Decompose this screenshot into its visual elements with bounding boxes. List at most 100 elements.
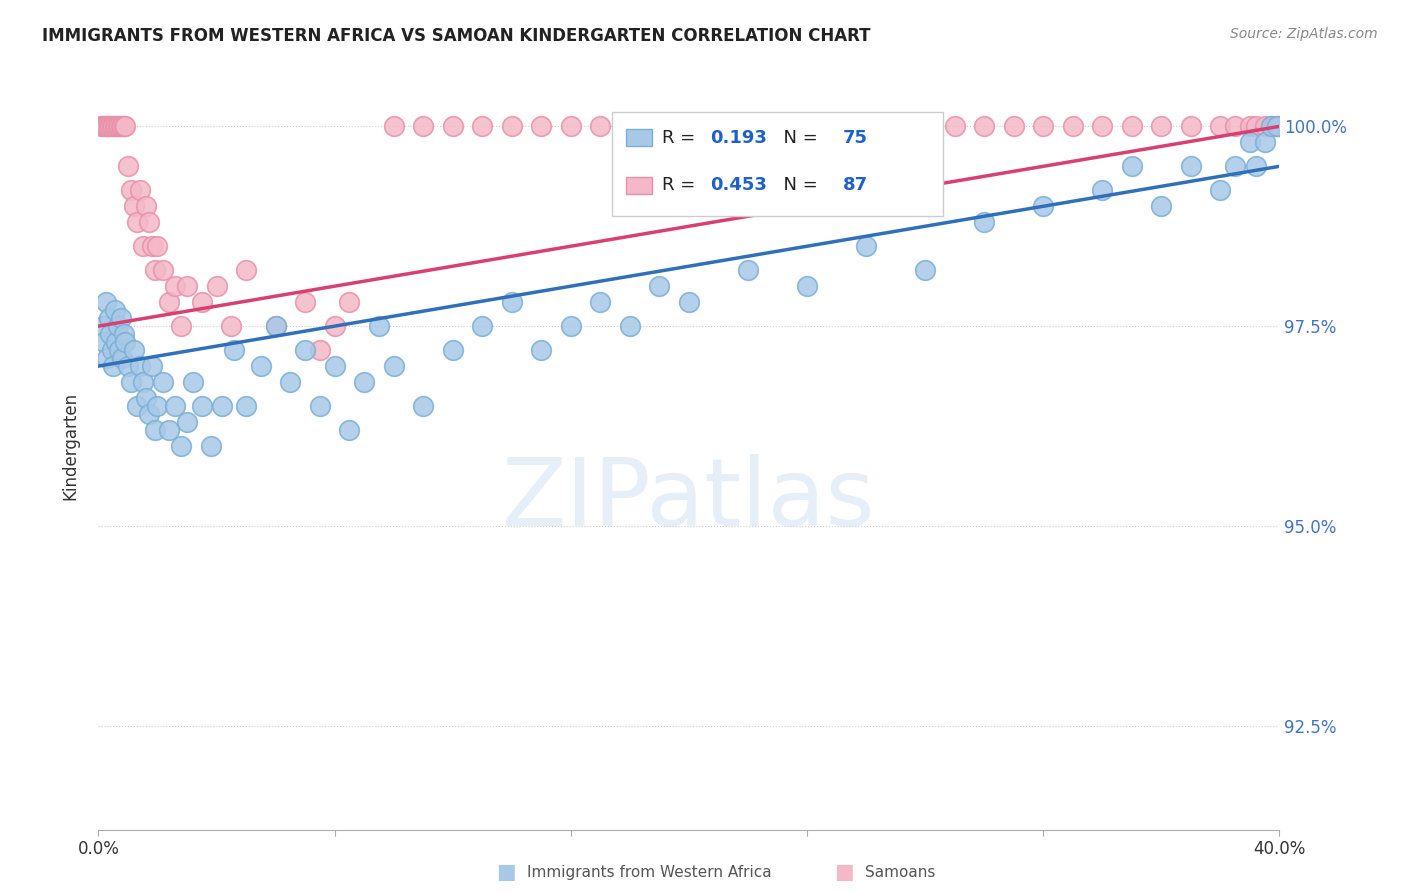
Point <box>471 319 494 334</box>
Point <box>294 343 316 357</box>
Point <box>96 351 118 365</box>
Point <box>170 439 193 453</box>
Point <box>105 120 128 134</box>
Point <box>1180 120 1202 134</box>
Point <box>412 120 434 134</box>
Point <box>94 295 117 310</box>
Point <box>117 359 139 373</box>
Point <box>1295 120 1317 134</box>
Point <box>125 399 148 413</box>
Point <box>250 359 273 373</box>
Point <box>1091 183 1114 197</box>
FancyBboxPatch shape <box>626 129 652 146</box>
Point <box>112 327 135 342</box>
Point <box>530 120 553 134</box>
Point <box>973 215 995 229</box>
Point <box>1225 159 1247 173</box>
Text: Immigrants from Western Africa: Immigrants from Western Africa <box>527 865 772 880</box>
Point <box>1180 159 1202 173</box>
Point <box>1062 120 1084 134</box>
Point <box>104 303 127 318</box>
Point <box>221 319 243 334</box>
Point <box>323 319 346 334</box>
Point <box>1271 120 1294 134</box>
Point <box>1239 136 1261 150</box>
Text: N =: N = <box>772 128 823 146</box>
Point <box>200 439 222 453</box>
Point <box>1032 199 1054 213</box>
Point <box>825 120 848 134</box>
Point <box>1032 120 1054 134</box>
Point <box>122 343 145 357</box>
Point <box>648 279 671 293</box>
Point <box>152 263 174 277</box>
Point <box>1260 120 1282 134</box>
Point <box>382 120 405 134</box>
Point <box>120 183 142 197</box>
Point <box>93 335 115 350</box>
Point <box>157 423 180 437</box>
Point <box>1121 120 1143 134</box>
Text: 87: 87 <box>842 177 868 194</box>
Point <box>98 327 121 342</box>
Point <box>589 120 612 134</box>
Point <box>501 295 523 310</box>
Point <box>122 199 145 213</box>
Point <box>128 183 150 197</box>
Point <box>1254 120 1277 134</box>
Point <box>309 399 332 413</box>
Point <box>135 199 157 213</box>
Point <box>441 120 464 134</box>
Point <box>441 343 464 357</box>
Point <box>678 295 700 310</box>
Point <box>914 120 936 134</box>
Point <box>132 239 155 253</box>
Point <box>471 120 494 134</box>
Text: R =: R = <box>662 128 700 146</box>
Point <box>205 279 228 293</box>
Point <box>110 120 132 134</box>
Point <box>96 120 118 134</box>
Point <box>176 415 198 429</box>
Text: 0.453: 0.453 <box>710 177 768 194</box>
Point <box>678 120 700 134</box>
Point <box>97 120 120 134</box>
Point <box>619 319 641 334</box>
Point <box>1209 120 1232 134</box>
Point <box>855 239 877 253</box>
Point <box>97 311 120 326</box>
Point <box>224 343 246 357</box>
Text: ■: ■ <box>834 863 853 882</box>
Point <box>90 120 112 134</box>
Point <box>1277 120 1299 134</box>
Point <box>1279 120 1302 134</box>
Point <box>135 391 157 405</box>
Point <box>1260 120 1282 134</box>
Text: ZIPatlas: ZIPatlas <box>502 454 876 546</box>
Point <box>107 319 129 334</box>
Point <box>165 399 187 413</box>
Point <box>382 359 405 373</box>
Point <box>914 263 936 277</box>
Point <box>98 120 121 134</box>
Y-axis label: Kindergarten: Kindergarten <box>62 392 80 500</box>
Point <box>191 295 214 310</box>
Point <box>120 375 142 389</box>
Point <box>143 423 166 437</box>
Text: ■: ■ <box>496 863 516 882</box>
Point <box>280 375 302 389</box>
Point <box>1289 120 1312 134</box>
Point <box>501 120 523 134</box>
Point <box>125 215 148 229</box>
Point <box>1274 120 1296 134</box>
Point <box>264 319 287 334</box>
Point <box>353 375 375 389</box>
Point <box>108 343 131 357</box>
Point <box>235 399 257 413</box>
FancyBboxPatch shape <box>626 177 652 194</box>
Point <box>1209 183 1232 197</box>
Point <box>1150 199 1173 213</box>
Point <box>117 159 139 173</box>
Point <box>138 407 160 421</box>
Point <box>339 295 361 310</box>
